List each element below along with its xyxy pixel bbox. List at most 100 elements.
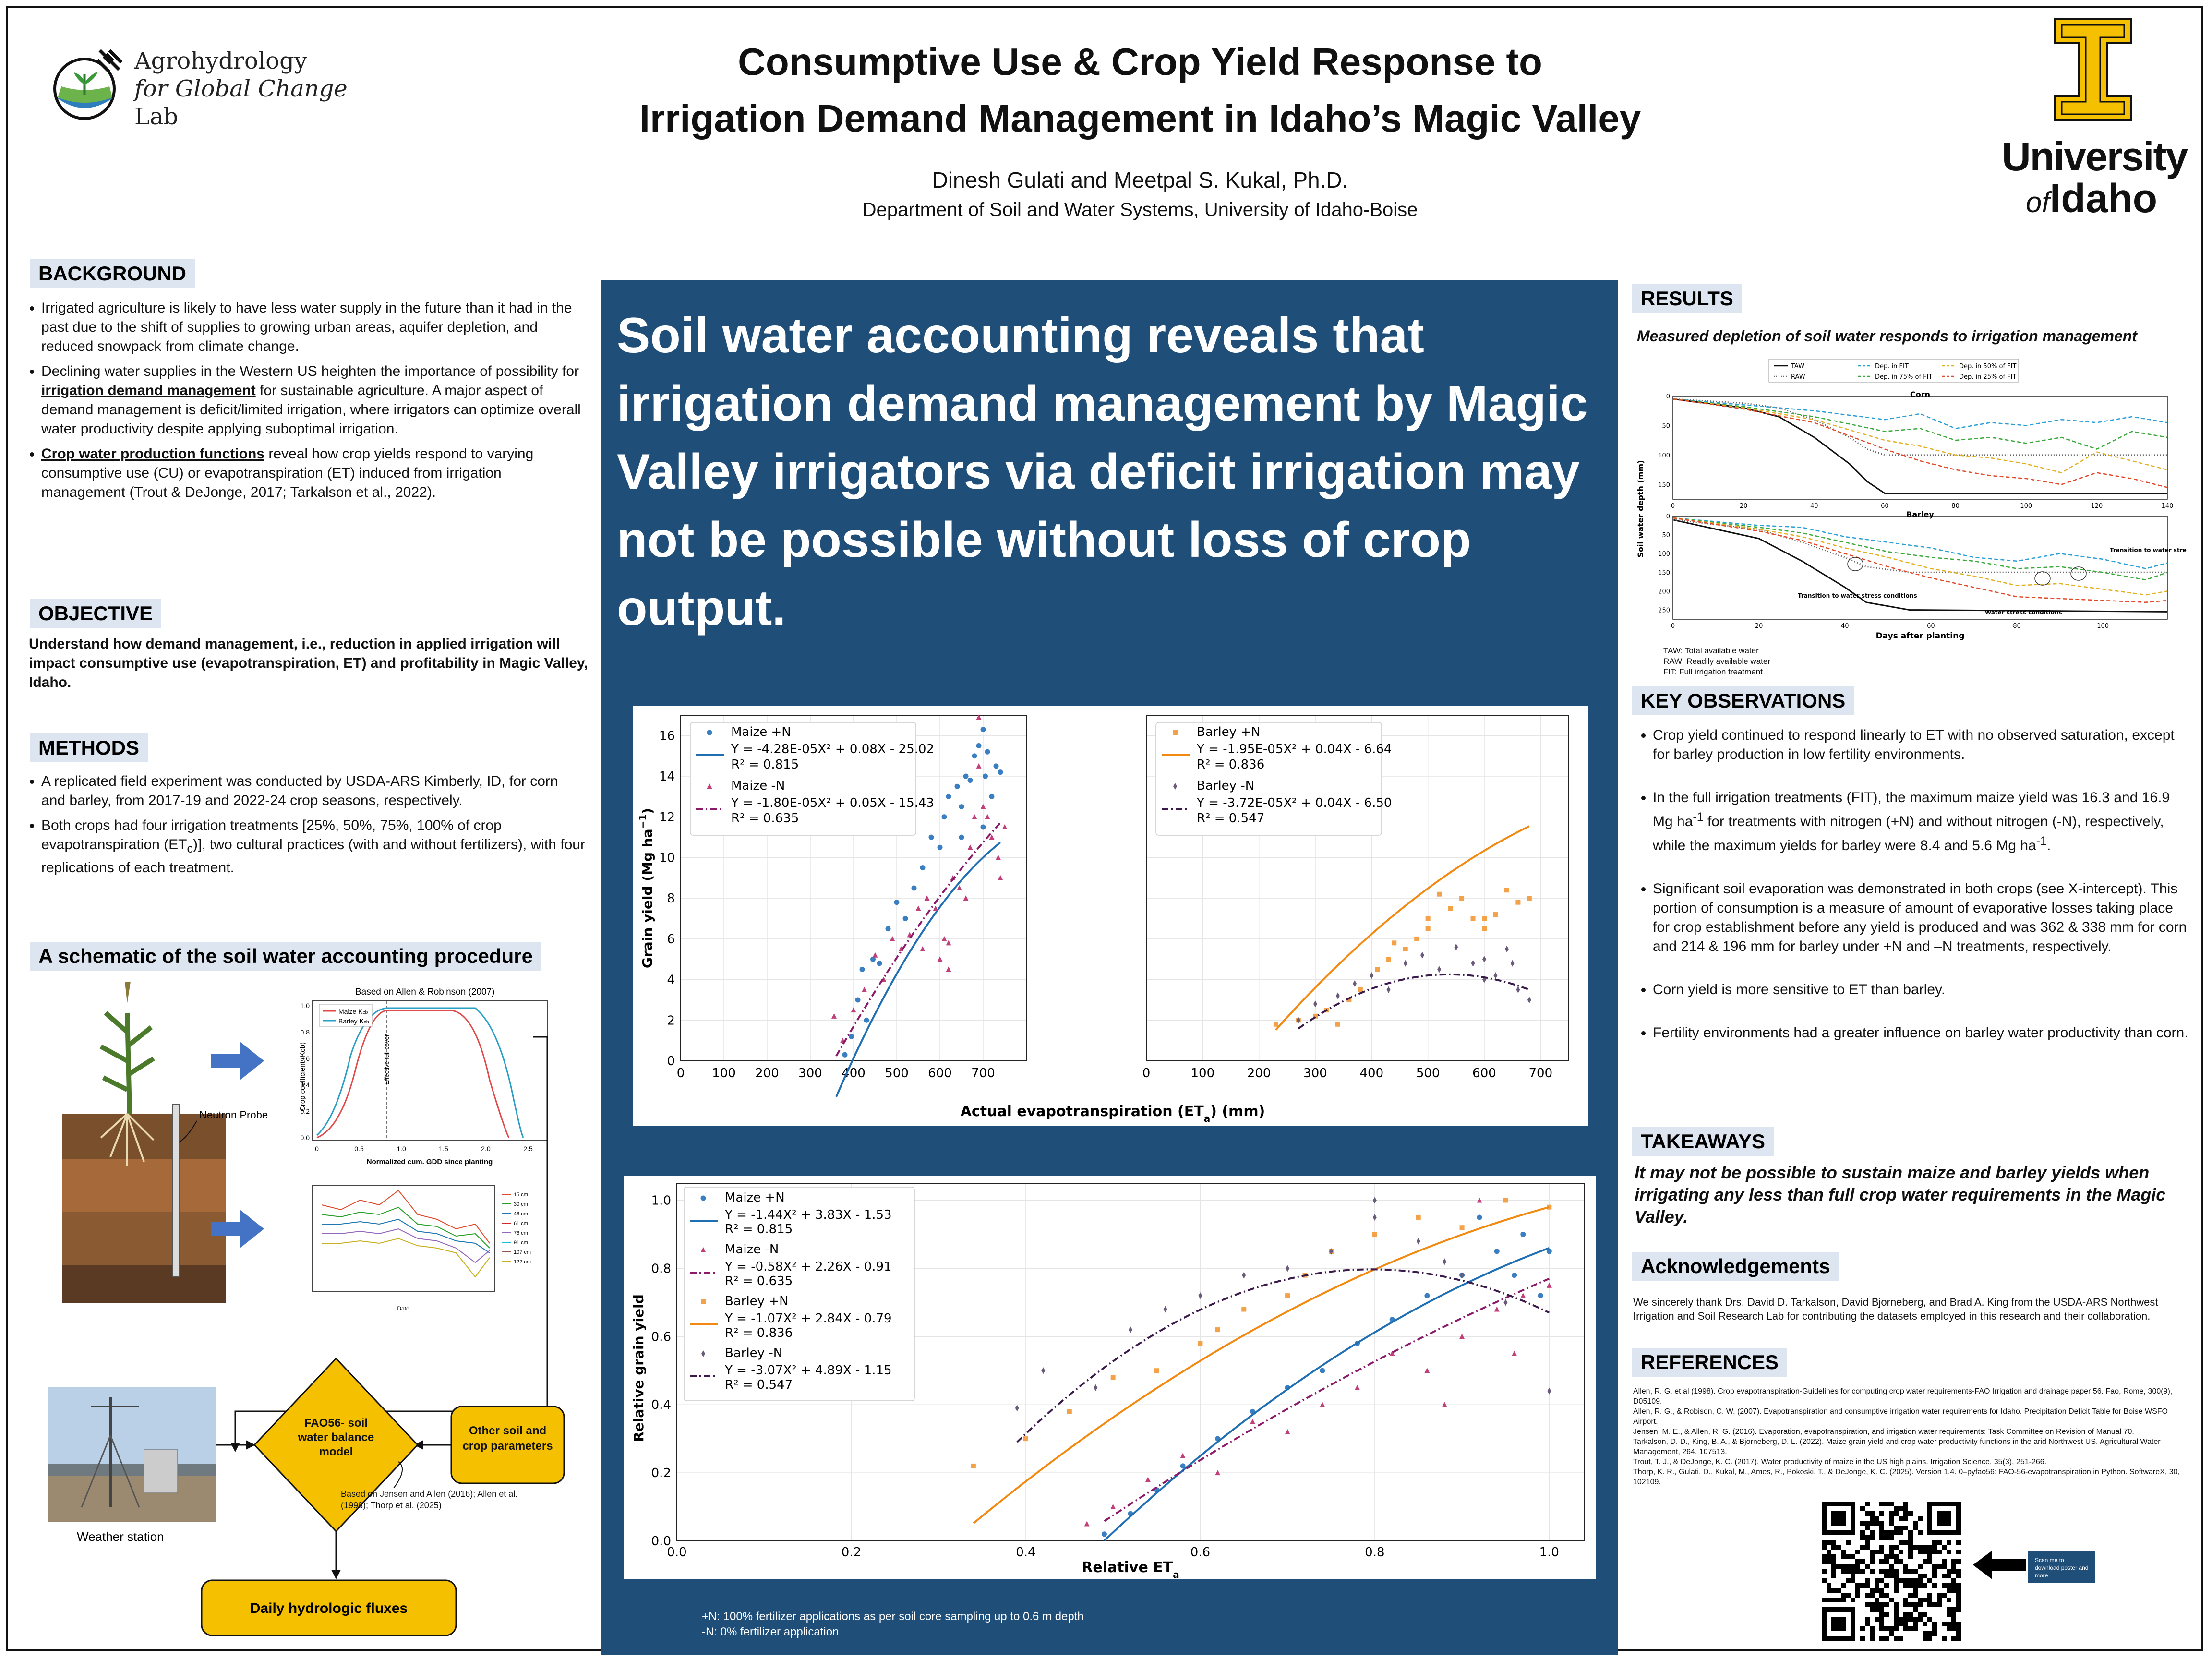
legend-label: Maize +N: [731, 725, 791, 739]
series-line: [1672, 398, 2168, 450]
fit-equation: Y = -1.80E-05X² + 0.05X - 15.43: [731, 796, 934, 810]
background-bullet-3: Crop water production functions reveal h…: [41, 445, 586, 502]
data-point: [983, 773, 988, 779]
data-point: [1515, 900, 1521, 905]
reference-4: Tarkalson, D. D., King, B. A., & Bjorneb…: [1633, 1438, 2161, 1456]
y-tick-label: 0: [667, 1054, 675, 1069]
data-point: [859, 966, 865, 972]
weather-station-photo: [48, 1387, 216, 1522]
data-point: [1286, 1265, 1290, 1272]
legend-label: Dep. in 50% of FIT: [1959, 363, 2017, 370]
y-tick-label: 50: [1662, 422, 1670, 430]
schematic-heading: A schematic of the soil water accounting…: [30, 942, 542, 971]
acknowledgements-text: We sincerely thank Drs. David D. Tarkals…: [1633, 1296, 2158, 1322]
y-tick-label: 4: [667, 973, 675, 987]
data-point: [864, 1017, 869, 1023]
data-point: [1372, 1214, 1377, 1221]
footnote-plus-n: +N: 100% fertilizer applications as per …: [702, 1610, 1084, 1623]
lab-name-line2: for Global Change: [134, 75, 348, 102]
neutron-probe-label: Neutron Probe: [199, 1109, 268, 1121]
x-tick-label: 1.0: [1539, 1545, 1559, 1560]
data-point: [1546, 1249, 1552, 1254]
daily-fluxes-label: Daily hydrologic fluxes: [250, 1600, 408, 1616]
data-point: [996, 854, 1001, 860]
data-point: [1512, 1273, 1517, 1278]
other-params-label: Other soil and crop parameters: [462, 1424, 553, 1453]
data-point: [1180, 1463, 1186, 1469]
series-line: [1672, 517, 2168, 596]
x-tick-label: 200: [755, 1066, 779, 1081]
kc-y-tick: 0.8: [301, 1028, 310, 1036]
data-point: [862, 986, 867, 992]
data-point: [1442, 1402, 1447, 1407]
plot-frame: [1672, 516, 2168, 620]
y-tick-label: 6: [667, 932, 675, 947]
x-tick-label: 0: [677, 1066, 685, 1081]
x-tick-label: 0.8: [1365, 1545, 1384, 1560]
data-point: [1372, 1232, 1377, 1237]
data-point: [989, 834, 995, 840]
legend-label: Dep. in FIT: [1875, 363, 1909, 370]
data-point: [1527, 996, 1531, 1003]
data-point: [851, 1007, 856, 1013]
methods-heading: METHODS: [30, 733, 148, 762]
series-line: [1672, 517, 2168, 569]
data-point: [976, 743, 982, 749]
reference-2: Allen, R. G., & Robison, C. W. (2007). E…: [1633, 1407, 2168, 1426]
legend-marker: [1173, 783, 1177, 790]
data-point: [1145, 1477, 1151, 1482]
data-point: [959, 834, 964, 840]
data-point: [1494, 1306, 1500, 1312]
data-point: [941, 936, 947, 941]
qr-code[interactable]: [1822, 1502, 1961, 1641]
data-point: [842, 1052, 848, 1058]
data-point: [920, 946, 926, 952]
data-point: [967, 778, 973, 783]
methods-bullet-1: A replicated field experiment was conduc…: [41, 772, 586, 810]
data-point: [1067, 1409, 1072, 1414]
qr-note: Scan me to download poster and more: [2028, 1551, 2095, 1583]
series-line: [1672, 517, 2168, 581]
data-point: [928, 834, 934, 840]
kc-y-tick: 0.2: [301, 1107, 310, 1115]
legend-label: TAW: [1791, 363, 1804, 370]
legend-marker: [700, 1247, 706, 1252]
depth-legend-label: 46 cm: [514, 1211, 528, 1217]
title-line1: Consumptive Use & Crop Yield Response to: [738, 40, 1542, 83]
legend-label: Maize +N: [725, 1190, 785, 1205]
objective-text: Understand how demand management, i.e., …: [29, 636, 588, 690]
data-point: [1320, 1368, 1325, 1373]
yield-et-chart: 0 100 200 300 400 500 600 700 0 2 4 6 8 10 12 14 16 Maize…: [633, 706, 1588, 1126]
r-squared: R² = 0.635: [731, 811, 799, 826]
data-point: [972, 753, 977, 759]
r-squared: R² = 0.815: [725, 1222, 793, 1237]
data-point: [870, 956, 876, 962]
r-squared: R² = 0.547: [1197, 811, 1264, 826]
depth-legend-label: 91 cm: [514, 1240, 528, 1246]
y-tick-label: 1.0: [651, 1193, 671, 1208]
depth-legend-label: 107 cm: [514, 1250, 531, 1255]
university-logo: University ofIdaho: [1997, 14, 2189, 221]
key-obs-bullet-5: Fertility environments had a greater inf…: [1653, 1023, 2191, 1043]
data-point: [1002, 824, 1008, 830]
x-tick-label: 100: [1191, 1066, 1215, 1081]
other-params-box: [450, 1406, 565, 1484]
key-obs-bullet-2: In the full irrigation treatments (FIT),…: [1653, 788, 2191, 855]
x-tick-label: 0: [1142, 1066, 1151, 1081]
data-point: [1215, 1327, 1220, 1333]
fit-line: [835, 842, 1001, 1097]
legend-label: Barley +N: [1197, 725, 1261, 739]
x-tick-label: 500: [885, 1066, 909, 1081]
data-point: [1084, 1521, 1090, 1527]
data-point: [1242, 1272, 1246, 1279]
kc-y-tick: 0.4: [301, 1081, 310, 1089]
kc-ylabel: Crop coefficient (Kcb): [299, 1042, 307, 1111]
data-point: [920, 865, 926, 871]
data-point: [1503, 1198, 1508, 1203]
y-tick-label: 0: [1666, 513, 1670, 520]
data-point: [1358, 987, 1363, 992]
data-point: [1389, 1350, 1395, 1356]
x-tick-label: 0: [1671, 623, 1675, 630]
reference-3: Jensen, M. E., & Allen, R. G. (2016). Ev…: [1633, 1428, 2134, 1436]
data-point: [985, 814, 990, 819]
